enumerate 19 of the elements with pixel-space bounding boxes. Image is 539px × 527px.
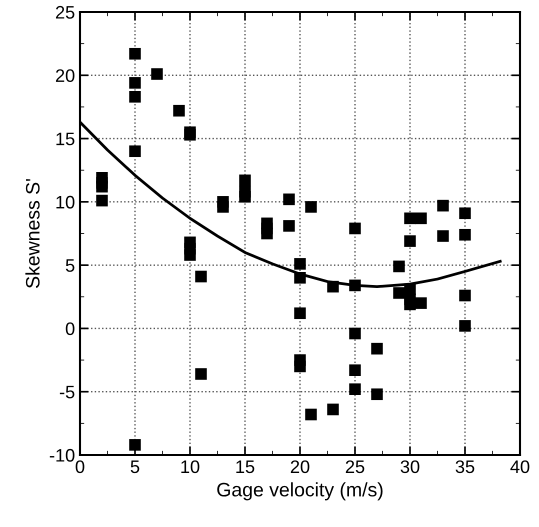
y-tick-label: 5 <box>66 259 74 272</box>
x-tick-label: 15 <box>236 460 254 474</box>
y-tick-label: -5 <box>60 386 74 398</box>
y-tick-label: 25 <box>56 6 74 19</box>
y-tick-label: 0 <box>66 322 74 336</box>
y-axis-title: Skewness S' <box>25 179 40 288</box>
x-tick-label: 35 <box>456 460 474 474</box>
x-tick-label: 20 <box>290 460 310 474</box>
x-tick-label: 0 <box>76 460 84 474</box>
x-axis-title: Gage velocity (m/s) <box>217 482 383 500</box>
x-tick-label: 10 <box>181 460 200 474</box>
x-tick-label: 40 <box>510 460 530 474</box>
y-tick-label: 20 <box>56 69 74 82</box>
x-tick-label: 5 <box>130 460 140 474</box>
y-tick-label: -10 <box>50 448 74 462</box>
x-tick-label: 25 <box>346 460 364 474</box>
y-tick-label: 10 <box>56 196 74 209</box>
y-tick-label: 15 <box>56 132 74 146</box>
x-tick-label: 30 <box>400 460 420 474</box>
